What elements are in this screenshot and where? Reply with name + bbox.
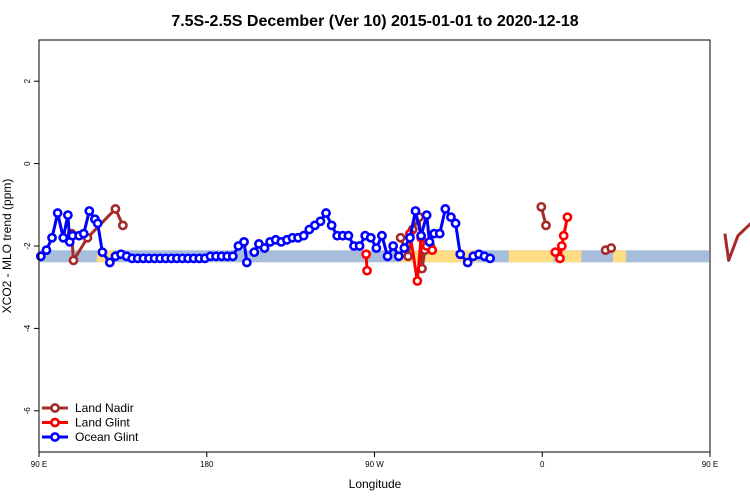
- x-axis-title: Longitude: [349, 477, 402, 491]
- legend-swatch-marker: [50, 403, 60, 413]
- data-point: [78, 228, 89, 239]
- legend-label: Ocean Glint: [75, 430, 139, 444]
- data-point: [361, 249, 372, 260]
- data-point: [298, 230, 309, 241]
- data-point: [62, 210, 73, 220]
- data-point: [555, 253, 565, 264]
- data-point: [412, 276, 423, 286]
- land-band: [559, 250, 582, 263]
- y-axis-ticks: 2 0 -2 -4 -6: [23, 78, 39, 414]
- data-point: [354, 241, 365, 251]
- land-band: [398, 250, 453, 263]
- series-layer: [35, 201, 750, 286]
- legend-item-land-glint: Land Glint: [42, 416, 130, 430]
- y-tick-label: -2: [23, 242, 32, 250]
- x-tick-label: 180: [200, 460, 214, 469]
- y-axis-title: XCO2 - MLO trend (ppm): [0, 179, 14, 314]
- data-point: [462, 257, 473, 268]
- data-point: [393, 251, 404, 262]
- data-point: [259, 243, 270, 253]
- data-point: [97, 247, 108, 258]
- data-point: [382, 251, 393, 262]
- data-point: [562, 212, 573, 223]
- x-tick-label: 90 E: [702, 460, 718, 469]
- x-tick-label: 90 E: [31, 460, 47, 469]
- data-point: [427, 245, 438, 256]
- y-tick-label: -4: [23, 324, 32, 332]
- data-point: [405, 232, 415, 243]
- data-point: [485, 253, 495, 264]
- data-point: [388, 241, 399, 251]
- data-point: [450, 218, 461, 229]
- data-point: [110, 204, 121, 214]
- y-tick-label: 0: [23, 161, 32, 166]
- data-point: [556, 241, 567, 251]
- chart-title: 7.5S-2.5S December (Ver 10) 2015-01-01 t…: [171, 13, 578, 30]
- y-tick-label: 2: [23, 78, 32, 83]
- data-point: [365, 232, 376, 243]
- data-point: [403, 251, 413, 262]
- data-point: [104, 257, 115, 268]
- x-tick-label: 90 W: [365, 460, 384, 469]
- data-point: [434, 228, 445, 239]
- data-point: [606, 243, 617, 253]
- land-band: [508, 250, 554, 263]
- x-axis-ticks: 90 E 180 90 W 0 90 E: [31, 452, 718, 469]
- series-line: [723, 222, 750, 262]
- data-point: [41, 245, 52, 256]
- land-band: [613, 250, 627, 263]
- data-point: [446, 212, 456, 223]
- data-point: [84, 206, 95, 216]
- legend-swatch-marker: [50, 432, 60, 442]
- data-point: [92, 218, 103, 229]
- data-point: [558, 230, 569, 241]
- data-point: [416, 230, 426, 241]
- data-point: [52, 208, 63, 218]
- data-point: [326, 220, 337, 231]
- legend-swatch-marker: [50, 417, 60, 428]
- data-point: [249, 247, 260, 258]
- legend-label: Land Glint: [75, 416, 130, 430]
- data-point: [424, 236, 435, 247]
- legend-item-ocean-glint: Ocean Glint: [42, 430, 139, 444]
- data-point: [315, 216, 326, 227]
- data-point: [371, 243, 382, 253]
- data-point: [550, 247, 561, 258]
- data-point: [377, 230, 387, 241]
- data-point: [455, 249, 466, 260]
- ocean-band: [40, 250, 709, 263]
- data-point: [395, 232, 406, 243]
- data-point: [227, 251, 238, 262]
- x-tick-label: 0: [540, 460, 545, 469]
- data-point: [68, 255, 79, 266]
- data-point: [541, 220, 551, 231]
- data-point: [58, 232, 69, 243]
- data-point: [321, 208, 331, 218]
- data-point: [241, 257, 252, 268]
- data-point: [399, 243, 410, 253]
- legend-label: Land Nadir: [75, 401, 134, 415]
- data-point: [421, 210, 432, 220]
- data-point: [117, 220, 128, 231]
- data-point: [362, 265, 372, 276]
- series-ocean-glint: [35, 204, 495, 268]
- y-tick-label: -6: [23, 407, 32, 415]
- data-point: [536, 201, 547, 212]
- data-point: [239, 236, 249, 247]
- legend-item-land-nadir: Land Nadir: [42, 401, 134, 415]
- data-point: [343, 230, 354, 241]
- data-point: [410, 206, 421, 216]
- data-point: [47, 232, 57, 243]
- data-point: [440, 204, 451, 214]
